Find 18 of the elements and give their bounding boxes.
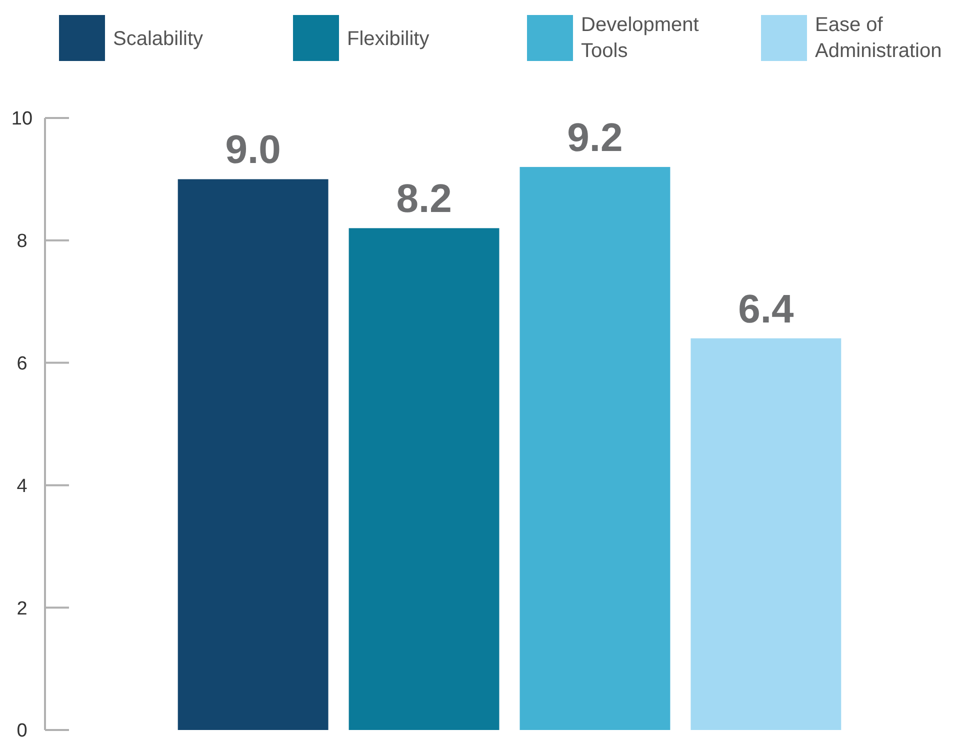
legend-label: Scalability xyxy=(113,28,204,50)
y-tick-label: 0 xyxy=(16,720,28,742)
legend-label: Ease of Administration xyxy=(815,14,942,62)
y-tick-label: 10 xyxy=(11,108,33,130)
text: 6.4 xyxy=(738,287,794,332)
bar xyxy=(348,228,500,730)
text: 8.2 xyxy=(396,177,452,222)
bar xyxy=(690,338,842,730)
legend-label: Flexibility xyxy=(347,28,430,50)
text: 9.0 xyxy=(225,128,281,172)
y-tick-label: 8 xyxy=(16,231,28,252)
y-tick-label: 4 xyxy=(16,476,28,497)
y-tick-label: 2 xyxy=(16,598,28,620)
text: 9.2 xyxy=(567,116,623,160)
legend-label: Development Tools xyxy=(581,14,700,62)
bar xyxy=(520,166,670,730)
bar xyxy=(178,179,328,730)
y-tick-label: 6 xyxy=(16,353,28,374)
